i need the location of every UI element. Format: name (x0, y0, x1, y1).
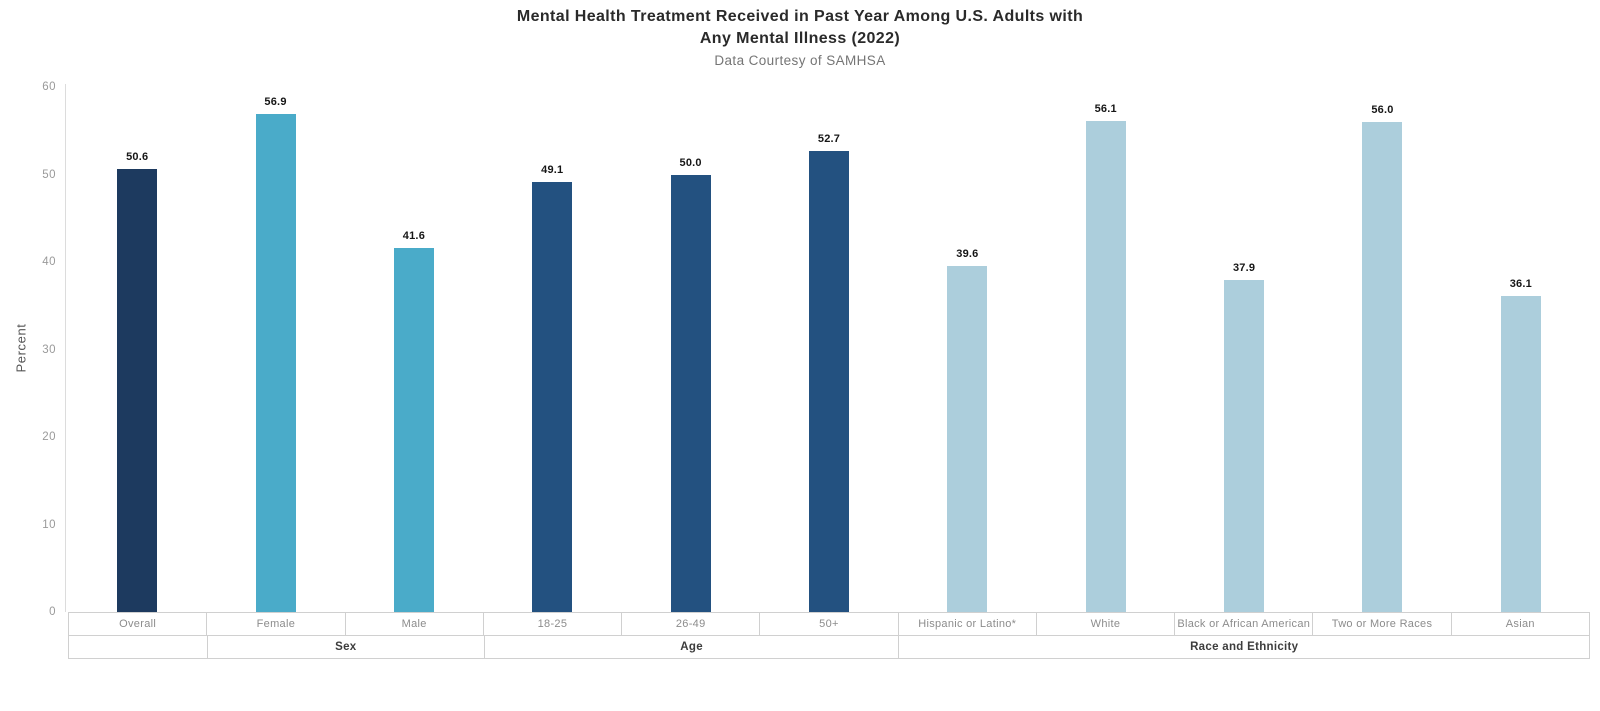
category-label-hispanic-or-latino: Hispanic or Latino* (897, 613, 1036, 635)
category-label-two-or-more-races: Two or More Races (1312, 613, 1450, 635)
chart-title-line1: Mental Health Treatment Received in Past… (516, 8, 1084, 25)
chart-title-line2: Any Mental Illness (2022) (699, 29, 901, 47)
bar-value-18-25: 49.1 (541, 164, 564, 177)
bar-value-female: 56.9 (264, 96, 287, 109)
bar-value-50: 52.7 (817, 132, 841, 145)
bar-overall[interactable] (117, 169, 158, 612)
y-tick-label-40: 40 (42, 256, 56, 268)
y-tick-label-50: 50 (42, 168, 56, 181)
bar-asian[interactable] (1500, 296, 1541, 612)
category-label-row: Overall Female Male 18-25 26-49 50+ Hispanic o… (69, 613, 1589, 636)
bar-value-white: 56.1 (1094, 103, 1117, 116)
chart-subtitle: Data Courtesy of SAMHSA (714, 53, 886, 68)
category-label-26-49: 26-49 (621, 613, 759, 635)
bar-two-or-more-races[interactable] (1362, 122, 1403, 612)
bar-value-asian: 36.1 (1509, 278, 1532, 291)
group-label-race-and-ethnicity: Race and Ethnicity (898, 636, 1589, 658)
category-label-male: Male (344, 613, 483, 635)
category-label-white: White (1035, 613, 1174, 635)
bar-black-or-african-american[interactable] (1224, 280, 1265, 612)
y-tick-label-10: 10 (42, 518, 56, 531)
bar-value-26-49: 50.0 (679, 156, 702, 169)
bar-value-black-or-african-american: 37.9 (1232, 262, 1256, 275)
bar-value-overall: 50.6 (126, 151, 149, 164)
group-label-age: Age (483, 636, 899, 658)
bar-26-49[interactable] (670, 174, 711, 612)
y-tick-label-0: 0 (49, 606, 56, 618)
group-label-sex: Sex (206, 636, 484, 658)
x-axis-label-table: Overall Female Male 18-25 26-49 50+ Hispanic o… (68, 612, 1590, 659)
bar-value-two-or-more-races: 56.0 (1371, 104, 1394, 116)
y-axis-line (65, 84, 66, 612)
y-tick-label-30: 30 (42, 343, 56, 356)
category-label-50: 50+ (759, 613, 897, 635)
bar-value-male: 41.6 (402, 230, 426, 242)
group-label-row: Sex Age Race and Ethnicity (69, 636, 1589, 658)
group-label-overall-empty (69, 636, 207, 658)
bar-male[interactable] (393, 248, 434, 612)
category-label-asian: Asian (1450, 613, 1589, 635)
bar-female[interactable] (255, 114, 296, 612)
category-label-female: Female (206, 613, 344, 635)
category-label-black-or-african-american: Black or African American (1174, 613, 1312, 635)
bar-value-hispanic-or-latino: 39.6 (956, 247, 979, 260)
y-tick-label-20: 20 (42, 431, 56, 443)
chart-title: Mental Health Treatment Received in Past… (0, 6, 1600, 49)
bar-hispanic-or-latino[interactable] (947, 265, 988, 612)
bar-50[interactable] (809, 150, 849, 612)
y-tick-label-60: 60 (42, 81, 56, 93)
category-label-overall: Overall (119, 618, 157, 630)
bar-white[interactable] (1085, 121, 1126, 612)
bar-18-25[interactable] (532, 182, 573, 612)
category-label-18-25: 18-25 (482, 613, 621, 635)
